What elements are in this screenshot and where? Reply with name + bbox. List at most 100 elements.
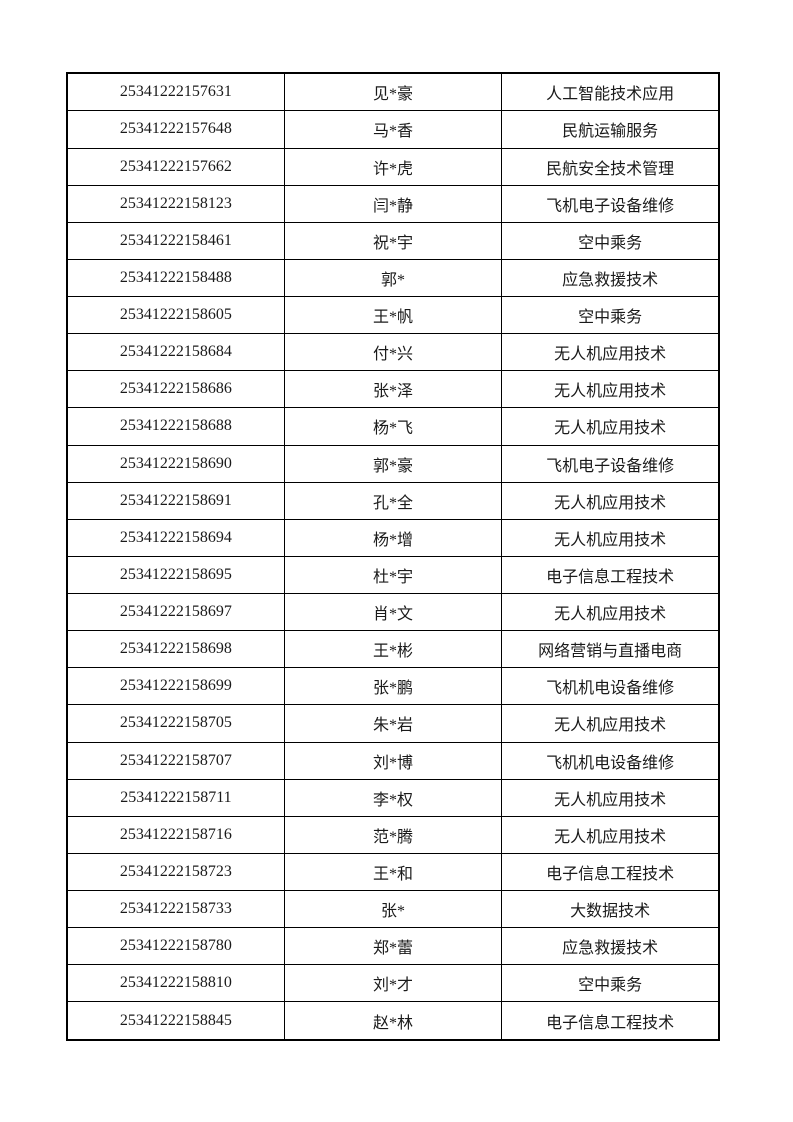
table-row: 25341222158810 刘*才 空中乘务 [66,964,720,1003]
exam-id-cell: 25341222158684 [66,333,285,372]
exam-id-cell: 25341222158688 [66,407,285,446]
exam-id-cell: 25341222158461 [66,221,285,260]
exam-id-cell: 25341222158780 [66,927,285,966]
table-row: 25341222158716 范*腾 无人机应用技术 [66,815,720,854]
major-cell: 无人机应用技术 [501,815,720,854]
exam-id-cell: 25341222158690 [66,444,285,483]
exam-id-cell: 25341222158488 [66,258,285,298]
exam-id-cell: 25341222158698 [66,630,285,669]
major-cell: 网络营销与直播电商 [501,630,720,669]
major-cell: 飞机电子设备维修 [501,444,720,483]
table-row: 25341222158780 郑*蕾 应急救援技术 [66,927,720,966]
roster-table-body: 25341222157631 见*豪 人工智能技术应用 25341222157648 马… [66,72,720,1041]
name-cell: 孔*全 [283,481,503,520]
table-row: 25341222158698 王*彬 网络营销与直播电商 [66,630,720,669]
exam-id-cell: 25341222158694 [66,518,285,557]
major-cell: 电子信息工程技术 [501,1001,720,1041]
major-cell: 人工智能技术应用 [501,72,720,112]
name-cell: 王*彬 [283,630,503,669]
major-cell: 空中乘务 [501,295,720,335]
major-cell: 应急救援技术 [501,927,720,966]
exam-id-cell: 25341222158699 [66,667,285,706]
exam-id-cell: 25341222158686 [66,370,285,409]
major-cell: 无人机应用技术 [501,518,720,557]
table-row: 25341222158605 王*帆 空中乘务 [66,295,720,335]
name-cell: 杨*增 [283,518,503,557]
major-cell: 无人机应用技术 [501,592,720,632]
major-cell: 无人机应用技术 [501,778,720,817]
name-cell: 赵*林 [283,1001,503,1041]
exam-id-cell: 25341222158123 [66,184,285,223]
table-row: 25341222157631 见*豪 人工智能技术应用 [66,72,720,112]
name-cell: 祝*宇 [283,221,503,260]
table-row: 25341222158705 朱*岩 无人机应用技术 [66,704,720,743]
exam-id-cell: 25341222158716 [66,815,285,854]
major-cell: 民航运输服务 [501,110,720,149]
major-cell: 无人机应用技术 [501,481,720,520]
name-cell: 马*香 [283,110,503,149]
exam-id-cell: 25341222158691 [66,481,285,520]
name-cell: 许*虎 [283,147,503,186]
major-cell: 电子信息工程技术 [501,852,720,892]
exam-id-cell: 25341222157631 [66,72,285,112]
exam-id-cell: 25341222158695 [66,555,285,595]
table-row: 25341222158699 张*鹏 飞机机电设备维修 [66,667,720,706]
exam-id-cell: 25341222158697 [66,592,285,632]
exam-id-cell: 25341222158733 [66,889,285,929]
table-row: 25341222158691 孔*全 无人机应用技术 [66,481,720,520]
table-row: 25341222157648 马*香 民航运输服务 [66,110,720,149]
exam-id-cell: 25341222158711 [66,778,285,817]
exam-id-cell: 25341222158705 [66,704,285,743]
table-row: 25341222158694 杨*增 无人机应用技术 [66,518,720,557]
major-cell: 无人机应用技术 [501,407,720,446]
name-cell: 张*鹏 [283,667,503,706]
major-cell: 电子信息工程技术 [501,555,720,595]
major-cell: 飞机机电设备维修 [501,667,720,706]
name-cell: 郭*豪 [283,444,503,483]
major-cell: 飞机机电设备维修 [501,741,720,780]
table-row: 25341222158695 杜*宇 电子信息工程技术 [66,555,720,595]
exam-id-cell: 25341222158707 [66,741,285,780]
name-cell: 见*豪 [283,72,503,112]
table-row: 25341222158733 张* 大数据技术 [66,889,720,929]
major-cell: 无人机应用技术 [501,704,720,743]
major-cell: 飞机电子设备维修 [501,184,720,223]
name-cell: 刘*博 [283,741,503,780]
exam-id-cell: 25341222158810 [66,964,285,1003]
exam-id-cell: 25341222158723 [66,852,285,892]
candidate-roster-table: 25341222157631 见*豪 人工智能技术应用 25341222157648 马… [66,72,720,1041]
name-cell: 郑*蕾 [283,927,503,966]
name-cell: 王*帆 [283,295,503,335]
exam-id-cell: 25341222158605 [66,295,285,335]
table-row: 25341222158723 王*和 电子信息工程技术 [66,852,720,892]
major-cell: 空中乘务 [501,964,720,1003]
name-cell: 张* [283,889,503,929]
name-cell: 刘*才 [283,964,503,1003]
exam-id-cell: 25341222157662 [66,147,285,186]
table-row: 25341222158690 郭*豪 飞机电子设备维修 [66,444,720,483]
major-cell: 民航安全技术管理 [501,147,720,186]
name-cell: 杨*飞 [283,407,503,446]
major-cell: 无人机应用技术 [501,333,720,372]
table-row: 25341222158686 张*泽 无人机应用技术 [66,370,720,409]
name-cell: 付*兴 [283,333,503,372]
name-cell: 肖*文 [283,592,503,632]
table-row: 25341222158845 赵*林 电子信息工程技术 [66,1001,720,1041]
exam-id-cell: 25341222157648 [66,110,285,149]
table-row: 25341222158684 付*兴 无人机应用技术 [66,333,720,372]
table-row: 25341222158123 闫*静 飞机电子设备维修 [66,184,720,223]
name-cell: 杜*宇 [283,555,503,595]
table-row: 25341222158707 刘*博 飞机机电设备维修 [66,741,720,780]
table-row: 25341222158488 郭* 应急救援技术 [66,258,720,298]
table-row: 25341222157662 许*虎 民航安全技术管理 [66,147,720,186]
exam-id-cell: 25341222158845 [66,1001,285,1041]
major-cell: 无人机应用技术 [501,370,720,409]
major-cell: 空中乘务 [501,221,720,260]
name-cell: 范*腾 [283,815,503,854]
table-row: 25341222158697 肖*文 无人机应用技术 [66,592,720,632]
name-cell: 张*泽 [283,370,503,409]
table-row: 25341222158461 祝*宇 空中乘务 [66,221,720,260]
name-cell: 李*权 [283,778,503,817]
table-row: 25341222158688 杨*飞 无人机应用技术 [66,407,720,446]
